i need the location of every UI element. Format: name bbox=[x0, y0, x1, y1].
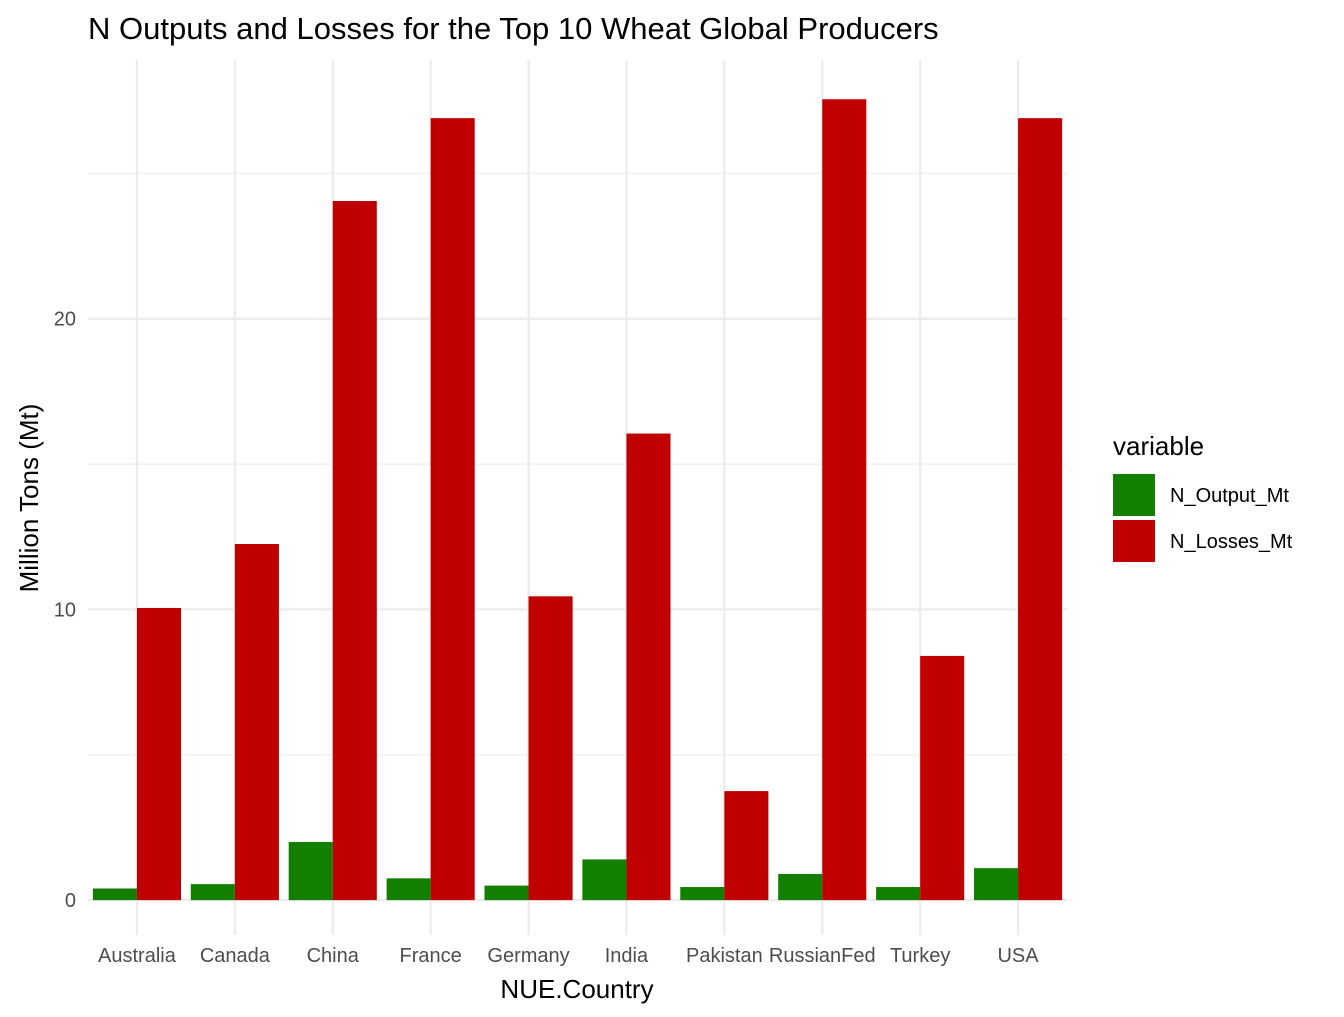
bar-N_Losses_Mt-Australia bbox=[136, 607, 182, 901]
bars bbox=[92, 99, 1063, 901]
y-tick-label: 0 bbox=[65, 890, 76, 912]
x-tick-label: Germany bbox=[487, 945, 569, 967]
bar-N_Losses_Mt-Turkey bbox=[920, 655, 965, 901]
x-tick-label: China bbox=[307, 945, 360, 967]
x-tick-label: RussianFed bbox=[769, 945, 876, 967]
bar-N_Losses_Mt-France bbox=[430, 118, 475, 901]
bar-N_Output_Mt-Germany bbox=[484, 885, 529, 901]
bar-N_Losses_Mt-USA bbox=[1018, 118, 1063, 901]
y-tick-label: 10 bbox=[54, 599, 76, 621]
bar-N_Output_Mt-China bbox=[288, 841, 333, 901]
legend-title: variable bbox=[1113, 431, 1204, 461]
legend-key-N_Output_Mt bbox=[1113, 474, 1155, 516]
bar-N_Losses_Mt-RussianFed bbox=[822, 99, 867, 901]
chart-title: N Outputs and Losses for the Top 10 Whea… bbox=[88, 11, 939, 46]
x-axis-title: NUE.Country bbox=[500, 974, 653, 1004]
bar-N_Losses_Mt-China bbox=[332, 200, 377, 901]
x-tick-label: Australia bbox=[98, 945, 177, 967]
y-axis-ticks: 0 10 20 bbox=[54, 309, 76, 912]
x-tick-label: India bbox=[605, 945, 649, 967]
bar-N_Output_Mt-France bbox=[386, 878, 431, 901]
bar-N_Output_Mt-RussianFed bbox=[778, 873, 823, 901]
legend: variable N_Output_Mt N_Losses_Mt bbox=[1113, 431, 1293, 562]
bar-N_Losses_Mt-Germany bbox=[528, 596, 573, 901]
x-tick-label: Pakistan bbox=[686, 945, 763, 967]
x-axis-ticks: Australia Canada China France Germany India Pa… bbox=[98, 945, 1039, 967]
bar-N_Losses_Mt-India bbox=[626, 433, 671, 901]
y-tick-label: 20 bbox=[54, 309, 76, 331]
x-tick-label: France bbox=[400, 945, 462, 967]
bar-N_Output_Mt-Australia bbox=[92, 888, 137, 901]
legend-label: N_Output_Mt bbox=[1170, 485, 1289, 507]
bar-N_Output_Mt-USA bbox=[973, 868, 1019, 901]
bar-N_Losses_Mt-Canada bbox=[234, 544, 279, 901]
bar-N_Output_Mt-Turkey bbox=[876, 887, 921, 901]
y-axis-title: Million Tons (Mt) bbox=[14, 404, 44, 593]
legend-label: N_Losses_Mt bbox=[1170, 531, 1293, 553]
bar-N_Losses_Mt-Pakistan bbox=[724, 791, 769, 901]
x-tick-label: Turkey bbox=[890, 945, 950, 967]
x-tick-label: Canada bbox=[200, 945, 271, 967]
bar-N_Output_Mt-Canada bbox=[190, 884, 235, 901]
bar-N_Output_Mt-India bbox=[582, 859, 627, 901]
bar-N_Output_Mt-Pakistan bbox=[680, 887, 725, 901]
x-tick-label: USA bbox=[997, 945, 1039, 967]
legend-key-N_Losses_Mt bbox=[1113, 520, 1155, 562]
